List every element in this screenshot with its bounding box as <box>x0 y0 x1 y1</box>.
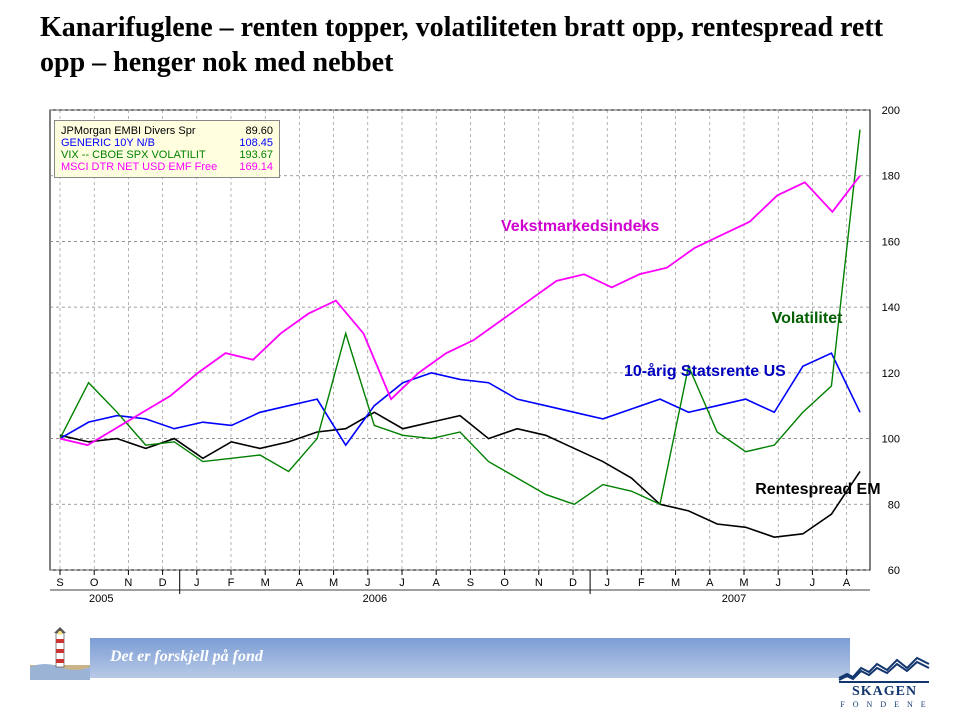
svg-text:200: 200 <box>882 105 900 117</box>
svg-text:N: N <box>124 577 132 589</box>
svg-text:D: D <box>569 577 577 589</box>
chart-annotation: Vekstmarkedsindeks <box>501 218 659 236</box>
footer-text: Det er forskjell på fond <box>110 648 263 666</box>
svg-text:2005: 2005 <box>89 593 113 605</box>
svg-text:J: J <box>194 577 200 589</box>
svg-text:80: 80 <box>888 499 900 511</box>
svg-text:J: J <box>604 577 610 589</box>
svg-text:O: O <box>500 577 509 589</box>
legend-row: MSCI DTR NET USD EMF Free169.14 <box>61 161 273 173</box>
svg-text:J: J <box>365 577 371 589</box>
legend-row: VIX -- CBOE SPX VOLATILIT193.67 <box>61 149 273 161</box>
chart-annotation: Rentespread EM <box>755 481 880 499</box>
chart-annotation: Volatilitet <box>772 310 843 328</box>
svg-text:S: S <box>467 577 474 589</box>
svg-text:60: 60 <box>888 565 900 577</box>
skagen-logo: SKAGEN F O N D E N E <box>837 654 932 709</box>
svg-text:D: D <box>159 577 167 589</box>
chart-svg: 60 80 100 120 140 160 180 200 S O N D J F M A M J J A S O N D J F… <box>30 100 930 620</box>
svg-text:120: 120 <box>882 368 900 380</box>
chart-area: 60 80 100 120 140 160 180 200 S O N D J F M A M J J A S O N D J F… <box>30 100 930 620</box>
chart-annotation: 10-årig Statsrente US <box>624 363 786 381</box>
svg-text:A: A <box>843 577 851 589</box>
svg-text:F: F <box>638 577 645 589</box>
svg-text:N: N <box>535 577 543 589</box>
skagen-name: SKAGEN <box>837 684 932 700</box>
svg-text:M: M <box>739 577 748 589</box>
chart-legend: JPMorgan EMBI Divers Spr89.60GENERIC 10Y… <box>54 120 280 178</box>
svg-text:S: S <box>56 577 63 589</box>
page-title: Kanarifuglene – renten topper, volatilit… <box>40 10 920 80</box>
svg-text:M: M <box>671 577 680 589</box>
svg-text:A: A <box>433 577 441 589</box>
svg-text:J: J <box>775 577 781 589</box>
skagen-sub: F O N D E N E <box>837 700 932 709</box>
svg-text:100: 100 <box>882 434 900 446</box>
svg-text:M: M <box>261 577 270 589</box>
svg-text:180: 180 <box>882 171 900 183</box>
svg-text:2007: 2007 <box>722 593 746 605</box>
svg-text:M: M <box>329 577 338 589</box>
svg-text:140: 140 <box>882 302 900 314</box>
svg-text:160: 160 <box>882 236 900 248</box>
svg-text:F: F <box>228 577 235 589</box>
svg-text:A: A <box>296 577 304 589</box>
svg-text:J: J <box>810 577 816 589</box>
legend-row: GENERIC 10Y N/B108.45 <box>61 137 273 149</box>
svg-text:J: J <box>399 577 405 589</box>
legend-row: JPMorgan EMBI Divers Spr89.60 <box>61 125 273 137</box>
lighthouse-icon <box>30 625 90 680</box>
svg-text:A: A <box>706 577 714 589</box>
svg-text:O: O <box>90 577 99 589</box>
svg-text:2006: 2006 <box>363 593 387 605</box>
